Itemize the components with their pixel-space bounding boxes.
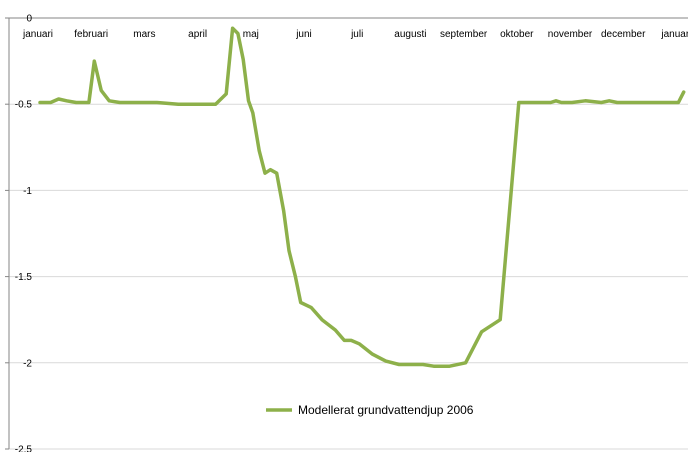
gridlines — [9, 103, 688, 450]
x-tick-label: augusti — [394, 29, 426, 40]
x-tick-label: december — [601, 29, 646, 40]
x-tick-label: maj — [243, 29, 259, 40]
x-tick-label: februari — [74, 29, 108, 40]
y-tick-label: -2.5 — [15, 445, 33, 452]
x-tick-label: september — [440, 29, 488, 40]
y-tick-label: 0 — [26, 14, 32, 25]
y-tick-label: -2 — [23, 358, 32, 369]
x-tick-label: januari — [660, 29, 688, 40]
y-tick-label: -1.5 — [15, 272, 33, 283]
x-tick-label: november — [548, 29, 593, 40]
x-axis-ticks: januari februari mars april maj juni juli augus… — [22, 29, 688, 40]
x-tick-label: juli — [350, 29, 363, 40]
legend-label: Modellerat grundvattendjup 2006 — [298, 403, 474, 417]
x-tick-label: oktober — [500, 29, 534, 40]
y-axis-ticks: 0 -0.5 -1 -1.5 -2 -2.5 — [5, 14, 32, 452]
series-line-modellerat-grundvattendjup — [38, 26, 686, 368]
x-tick-label: juni — [295, 29, 312, 40]
y-tick-label: -0.5 — [15, 100, 33, 111]
x-tick-label: mars — [133, 29, 155, 40]
x-tick-label: januari — [22, 29, 53, 40]
y-tick-label: -1 — [23, 186, 32, 197]
x-tick-label: april — [188, 29, 207, 40]
legend: Modellerat grundvattendjup 2006 — [266, 403, 474, 417]
